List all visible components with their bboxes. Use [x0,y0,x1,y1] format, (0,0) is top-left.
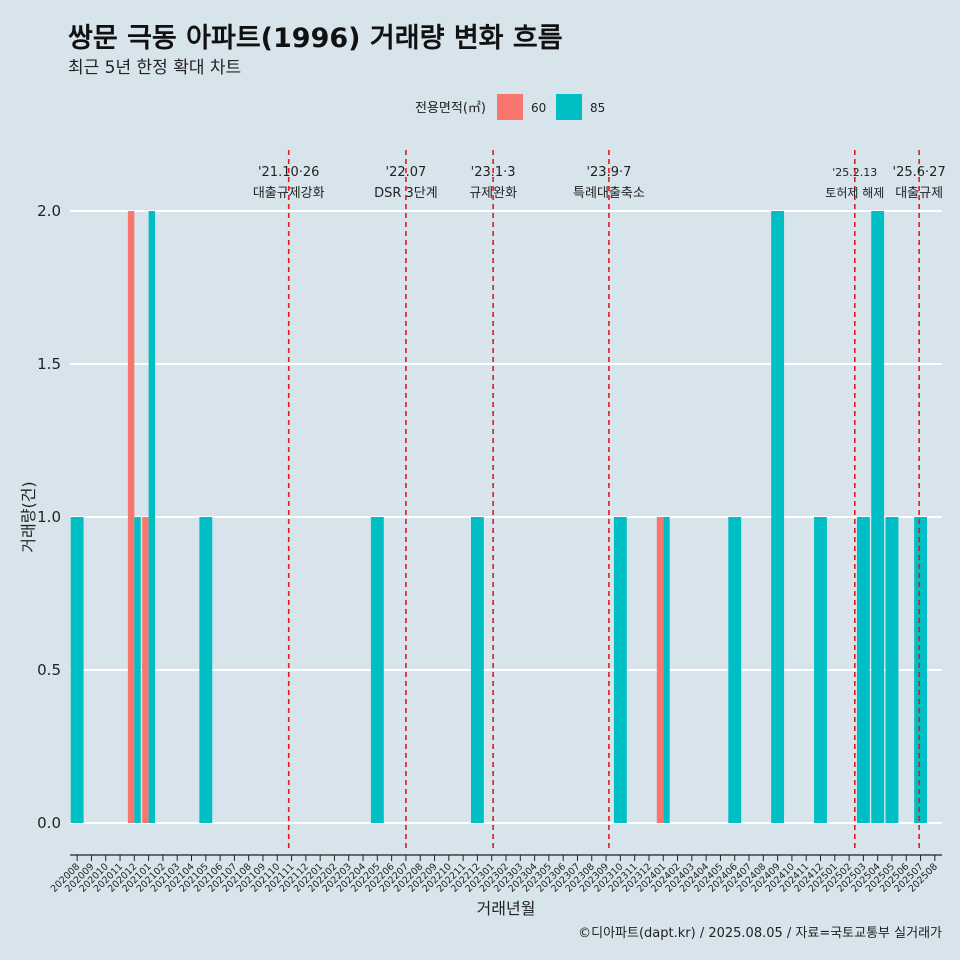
legend-title: 전용면적(㎡) [415,101,486,116]
bar-85-202505 [885,517,899,823]
event-name-label: 대출규제강화 [253,186,325,201]
bar-85-202212 [470,517,484,823]
event-name-label: 토허제 해제 [825,186,884,200]
x-axis-title: 거래년월 [477,899,536,918]
bar-60-202101 [142,517,149,823]
bar-85-202105 [199,517,213,823]
event-date-label: '22.07 [386,165,427,180]
bar-85-202406 [728,517,742,823]
event-lines: '21.10·26 대출규제강화 '22.07 DSR 3단계 '23.1·3 규제완화 '… [253,150,946,852]
y-tick-label: 0.0 [37,814,61,832]
legend-label-85: 85 [590,101,605,115]
bar-85-202101 [148,211,156,823]
legend: 전용면적(㎡) 60 85 [415,94,605,120]
legend-swatch-85 [556,94,582,120]
y-tick-label: 0.5 [37,661,61,679]
bar-85-202507 [914,517,927,823]
chart-subtitle: 최근 5년 한정 확대 차트 [68,58,242,78]
bars [70,211,927,823]
bar-85-202412 [814,517,827,823]
event-date-label: '23.1·3 [471,165,516,180]
bar-85-202310 [613,517,627,823]
event-name-label: 규제완화 [469,186,517,201]
event-date-label: '25.2.13 [832,166,877,179]
bar-85-202409 [771,211,785,823]
event-date-label: '23.9·7 [586,165,631,180]
bar-85-202401 [663,517,670,823]
event-name-label: 대출규제 [895,186,943,201]
event-name-label: DSR 3단계 [374,186,438,201]
y-tick-label: 2.0 [37,202,61,220]
bar-60-202012 [127,211,135,823]
bar-85-202008 [70,517,84,823]
axes: 0.00.51.01.52.02020082020092020102020112… [19,202,942,918]
gridlines [70,210,942,824]
bar-85-202012 [134,517,141,823]
y-tick-label: 1.5 [37,355,61,373]
source-caption: ©디아파트(dapt.kr) / 2025.08.05 / 자료=국토교통부 실… [578,926,942,941]
chart-title: 쌍문 극동 아파트(1996) 거래량 변화 흐름 [68,23,563,54]
y-axis-title: 거래량(건) [19,481,38,552]
legend-label-60: 60 [531,101,546,115]
y-tick-label: 1.0 [37,508,61,526]
bar-85-202205 [370,517,384,823]
bar-85-202503 [856,517,870,823]
legend-swatch-60 [497,94,523,120]
bar-60-202401 [656,517,664,823]
event-name-label: 특례대출축소 [573,186,645,201]
event-date-label: '21.10·26 [258,165,319,180]
event-date-label: '25.6·27 [893,165,946,180]
bar-85-202504 [871,211,885,823]
